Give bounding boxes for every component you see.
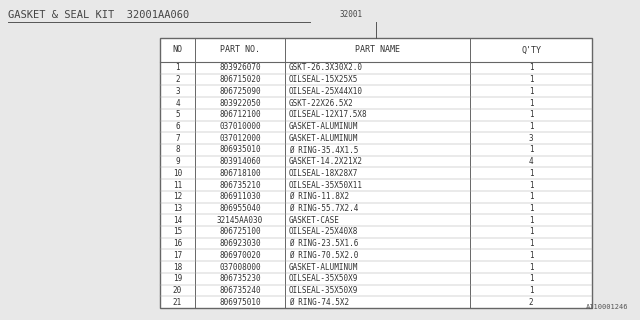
Text: GSKT-22X26.5X2: GSKT-22X26.5X2 bbox=[289, 99, 354, 108]
Bar bbox=[160, 38, 592, 308]
Text: 5: 5 bbox=[175, 110, 180, 119]
Text: 1: 1 bbox=[529, 204, 533, 213]
Text: PART NAME: PART NAME bbox=[355, 45, 400, 54]
Text: 12: 12 bbox=[173, 192, 182, 201]
Text: 1: 1 bbox=[529, 87, 533, 96]
Text: 803914060: 803914060 bbox=[219, 157, 261, 166]
Text: 1: 1 bbox=[529, 251, 533, 260]
Text: 806718100: 806718100 bbox=[219, 169, 261, 178]
Text: 1: 1 bbox=[529, 216, 533, 225]
Text: 32001: 32001 bbox=[340, 10, 363, 19]
Text: OILSEAL-35X50X9: OILSEAL-35X50X9 bbox=[289, 274, 358, 283]
Text: Q'TY: Q'TY bbox=[521, 45, 541, 54]
Text: 8: 8 bbox=[175, 145, 180, 154]
Text: OILSEAL-35X50X9: OILSEAL-35X50X9 bbox=[289, 286, 358, 295]
Text: GASKET-ALUMINUM: GASKET-ALUMINUM bbox=[289, 134, 358, 143]
Text: 17: 17 bbox=[173, 251, 182, 260]
Text: 20: 20 bbox=[173, 286, 182, 295]
Text: A110001246: A110001246 bbox=[586, 304, 628, 310]
Text: 4: 4 bbox=[529, 157, 533, 166]
Text: OILSEAL-15X25X5: OILSEAL-15X25X5 bbox=[289, 75, 358, 84]
Text: 037012000: 037012000 bbox=[219, 134, 261, 143]
Text: OILSEAL-12X17.5X8: OILSEAL-12X17.5X8 bbox=[289, 110, 367, 119]
Text: 21: 21 bbox=[173, 298, 182, 307]
Text: 14: 14 bbox=[173, 216, 182, 225]
Text: GSKT-26.3X30X2.0: GSKT-26.3X30X2.0 bbox=[289, 63, 363, 72]
Text: 803926070: 803926070 bbox=[219, 63, 261, 72]
Text: 1: 1 bbox=[529, 63, 533, 72]
Text: 1: 1 bbox=[529, 227, 533, 236]
Text: Ø RING-55.7X2.4: Ø RING-55.7X2.4 bbox=[289, 204, 358, 213]
Text: GASKET-14.2X21X2: GASKET-14.2X21X2 bbox=[289, 157, 363, 166]
Text: 1: 1 bbox=[529, 192, 533, 201]
Text: 806911030: 806911030 bbox=[219, 192, 261, 201]
Text: 803922050: 803922050 bbox=[219, 99, 261, 108]
Text: 806735240: 806735240 bbox=[219, 286, 261, 295]
Text: 16: 16 bbox=[173, 239, 182, 248]
Text: 1: 1 bbox=[529, 262, 533, 271]
Text: 6: 6 bbox=[175, 122, 180, 131]
Text: 806725100: 806725100 bbox=[219, 227, 261, 236]
Text: GASKET & SEAL KIT  32001AA060: GASKET & SEAL KIT 32001AA060 bbox=[8, 10, 189, 20]
Text: 806735210: 806735210 bbox=[219, 180, 261, 189]
Text: 19: 19 bbox=[173, 274, 182, 283]
Text: 10: 10 bbox=[173, 169, 182, 178]
Text: 13: 13 bbox=[173, 204, 182, 213]
Text: 15: 15 bbox=[173, 227, 182, 236]
Text: 1: 1 bbox=[529, 99, 533, 108]
Text: 806923030: 806923030 bbox=[219, 239, 261, 248]
Text: 1: 1 bbox=[529, 75, 533, 84]
Text: Ø RING-74.5X2: Ø RING-74.5X2 bbox=[289, 298, 349, 307]
Text: Ø RING-11.8X2: Ø RING-11.8X2 bbox=[289, 192, 349, 201]
Text: 806935010: 806935010 bbox=[219, 145, 261, 154]
Text: 2: 2 bbox=[529, 298, 533, 307]
Text: 7: 7 bbox=[175, 134, 180, 143]
Text: GASKET-ALUMINUM: GASKET-ALUMINUM bbox=[289, 122, 358, 131]
Text: Ø RING-35.4X1.5: Ø RING-35.4X1.5 bbox=[289, 145, 358, 154]
Text: NO: NO bbox=[173, 45, 182, 54]
Text: 3: 3 bbox=[175, 87, 180, 96]
Text: 806955040: 806955040 bbox=[219, 204, 261, 213]
Text: 1: 1 bbox=[529, 286, 533, 295]
Text: 1: 1 bbox=[529, 239, 533, 248]
Text: 1: 1 bbox=[529, 145, 533, 154]
Text: 1: 1 bbox=[529, 180, 533, 189]
Text: 037008000: 037008000 bbox=[219, 262, 261, 271]
Text: Ø RING-23.5X1.6: Ø RING-23.5X1.6 bbox=[289, 239, 358, 248]
Text: 11: 11 bbox=[173, 180, 182, 189]
Text: OILSEAL-35X50X11: OILSEAL-35X50X11 bbox=[289, 180, 363, 189]
Text: 2: 2 bbox=[175, 75, 180, 84]
Text: 806715020: 806715020 bbox=[219, 75, 261, 84]
Text: 806970020: 806970020 bbox=[219, 251, 261, 260]
Text: 1: 1 bbox=[175, 63, 180, 72]
Text: 1: 1 bbox=[529, 274, 533, 283]
Text: 806725090: 806725090 bbox=[219, 87, 261, 96]
Text: 4: 4 bbox=[175, 99, 180, 108]
Text: 1: 1 bbox=[529, 169, 533, 178]
Text: 037010000: 037010000 bbox=[219, 122, 261, 131]
Text: OILSEAL-25X40X8: OILSEAL-25X40X8 bbox=[289, 227, 358, 236]
Text: 9: 9 bbox=[175, 157, 180, 166]
Text: 3: 3 bbox=[529, 134, 533, 143]
Text: 806975010: 806975010 bbox=[219, 298, 261, 307]
Text: 806735230: 806735230 bbox=[219, 274, 261, 283]
Text: 32145AA030: 32145AA030 bbox=[217, 216, 263, 225]
Text: 1: 1 bbox=[529, 110, 533, 119]
Text: OILSEAL-18X28X7: OILSEAL-18X28X7 bbox=[289, 169, 358, 178]
Text: OILSEAL-25X44X10: OILSEAL-25X44X10 bbox=[289, 87, 363, 96]
Text: PART NO.: PART NO. bbox=[220, 45, 260, 54]
Text: 806712100: 806712100 bbox=[219, 110, 261, 119]
Text: GASKET-CASE: GASKET-CASE bbox=[289, 216, 340, 225]
Text: Ø RING-70.5X2.0: Ø RING-70.5X2.0 bbox=[289, 251, 358, 260]
Text: GASKET-ALUMINUM: GASKET-ALUMINUM bbox=[289, 262, 358, 271]
Text: 1: 1 bbox=[529, 122, 533, 131]
Text: 18: 18 bbox=[173, 262, 182, 271]
